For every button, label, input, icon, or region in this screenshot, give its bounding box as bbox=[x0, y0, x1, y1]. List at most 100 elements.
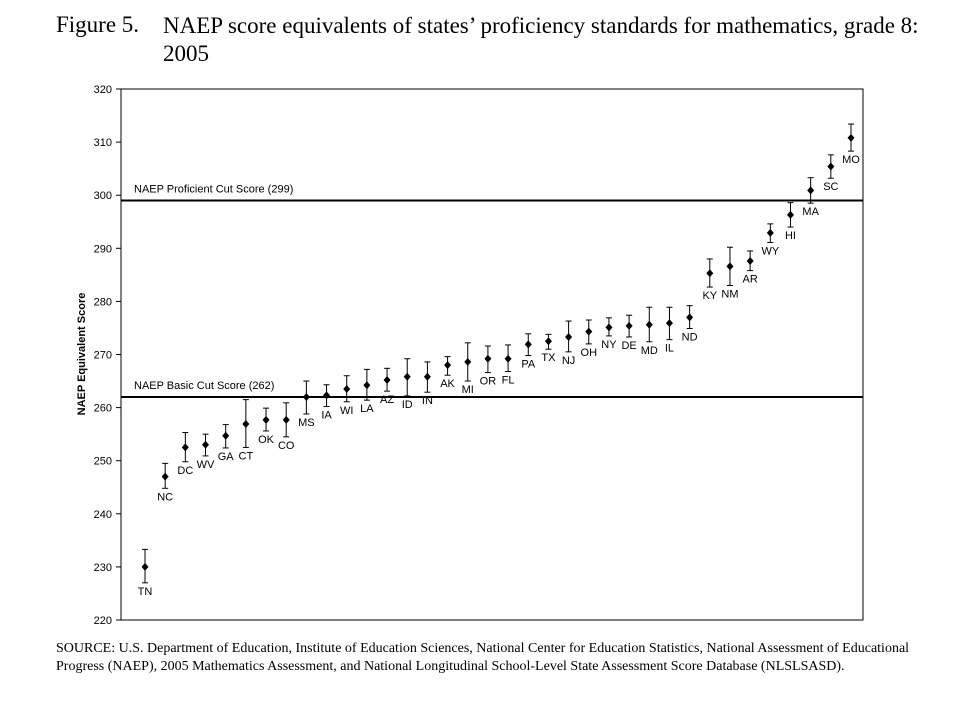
data-point-la: LA bbox=[360, 368, 374, 415]
point-marker bbox=[625, 321, 633, 330]
point-label: MA bbox=[802, 206, 819, 218]
point-marker bbox=[726, 262, 734, 271]
data-point-dc: DC bbox=[177, 432, 193, 477]
y-tick-label: 320 bbox=[94, 84, 112, 96]
point-marker bbox=[807, 186, 815, 195]
y-tick-label: 280 bbox=[94, 296, 112, 308]
point-marker bbox=[746, 257, 754, 266]
data-point-tn: TN bbox=[138, 548, 153, 598]
point-label: TX bbox=[541, 352, 556, 364]
data-point-co: CO bbox=[278, 402, 295, 452]
data-point-nc: NC bbox=[157, 462, 173, 503]
data-point-hi: HI bbox=[785, 202, 796, 242]
data-point-id: ID bbox=[402, 358, 413, 411]
data-point-tx: TX bbox=[541, 333, 556, 364]
point-label: WY bbox=[761, 245, 779, 257]
point-marker bbox=[665, 319, 673, 328]
source-note: SOURCE: U.S. Department of Education, In… bbox=[56, 641, 910, 674]
y-tick-label: 230 bbox=[94, 562, 112, 574]
point-marker bbox=[544, 337, 552, 346]
reference-lines: NAEP Proficient Cut Score (299) NAEP Basi… bbox=[121, 184, 863, 398]
point-marker bbox=[242, 420, 250, 429]
plot-frame bbox=[120, 88, 864, 621]
data-point-ms: MS bbox=[298, 380, 315, 429]
point-marker bbox=[504, 354, 512, 363]
point-marker bbox=[181, 443, 189, 452]
point-marker bbox=[403, 372, 411, 381]
point-label: MI bbox=[462, 384, 474, 396]
point-label: HI bbox=[785, 230, 796, 242]
point-label: IA bbox=[321, 410, 332, 422]
data-point-ok: OK bbox=[258, 407, 275, 446]
y-tick-label: 310 bbox=[94, 137, 112, 149]
point-label: WI bbox=[340, 405, 353, 417]
data-point-in: IN bbox=[422, 361, 433, 407]
point-marker bbox=[484, 354, 492, 363]
data-point-az: AZ bbox=[380, 367, 394, 406]
point-label: TN bbox=[138, 586, 153, 598]
point-marker bbox=[222, 431, 230, 440]
point-marker bbox=[262, 415, 270, 424]
point-label: MO bbox=[842, 154, 860, 166]
y-tick-label: 220 bbox=[94, 615, 112, 627]
point-label: NM bbox=[721, 288, 738, 300]
y-axis-label: NAEP Equivalent Score bbox=[76, 293, 88, 416]
point-label: DC bbox=[177, 465, 193, 477]
data-point-nj: NJ bbox=[562, 320, 575, 367]
point-label: IL bbox=[665, 343, 674, 355]
point-marker bbox=[464, 357, 472, 366]
data-point-md: MD bbox=[641, 306, 658, 357]
data-point-ky: KY bbox=[702, 258, 718, 302]
point-marker bbox=[444, 361, 452, 370]
point-marker bbox=[343, 385, 351, 394]
point-label: AK bbox=[440, 378, 455, 390]
point-label: WV bbox=[197, 459, 215, 471]
data-point-or: OR bbox=[480, 345, 496, 388]
point-marker bbox=[605, 323, 613, 332]
point-label: ND bbox=[682, 331, 698, 343]
point-marker bbox=[786, 210, 794, 219]
data-point-ga: GA bbox=[218, 424, 235, 463]
point-marker bbox=[766, 228, 774, 237]
point-marker bbox=[827, 162, 835, 171]
point-marker bbox=[302, 392, 310, 401]
point-marker bbox=[706, 269, 714, 278]
data-point-mo: MO bbox=[842, 123, 860, 166]
y-tick-label: 300 bbox=[94, 190, 112, 202]
data-point-mi: MI bbox=[462, 342, 474, 396]
point-marker bbox=[161, 472, 169, 481]
y-tick-label: 240 bbox=[94, 509, 112, 521]
point-marker bbox=[524, 340, 532, 349]
point-label: DE bbox=[621, 340, 636, 352]
point-marker bbox=[323, 391, 331, 400]
data-point-ct: CT bbox=[239, 399, 253, 462]
y-tick-label: 270 bbox=[94, 350, 112, 362]
point-marker bbox=[847, 133, 855, 142]
data-point-ak: AK bbox=[440, 356, 456, 390]
y-axis: 220 230 240 250 260 270 280 290 300 310 320 bbox=[94, 84, 121, 627]
point-marker bbox=[202, 440, 210, 449]
data-point-sc: SC bbox=[823, 154, 839, 193]
reference-line-label: NAEP Basic Cut Score (262) bbox=[134, 380, 274, 392]
reference-line-label: NAEP Proficient Cut Score (299) bbox=[134, 184, 293, 196]
point-label: FL bbox=[502, 374, 515, 386]
point-label: OH bbox=[581, 347, 598, 359]
y-tick-label: 290 bbox=[94, 243, 112, 255]
data-point-oh: OH bbox=[581, 319, 598, 359]
point-marker bbox=[686, 313, 694, 322]
point-label: CO bbox=[278, 440, 295, 452]
data-point-fl: FL bbox=[502, 344, 515, 386]
point-label: OK bbox=[258, 434, 275, 446]
point-marker bbox=[383, 375, 391, 384]
point-label: AZ bbox=[380, 394, 394, 406]
point-label: LA bbox=[360, 403, 374, 415]
point-label: GA bbox=[218, 451, 235, 463]
data-point-nm: NM bbox=[721, 246, 739, 300]
data-point-ia: IA bbox=[321, 384, 332, 422]
point-marker bbox=[423, 372, 431, 381]
point-marker bbox=[282, 415, 290, 424]
data-point-de: DE bbox=[621, 314, 637, 352]
point-label: MS bbox=[298, 417, 315, 429]
